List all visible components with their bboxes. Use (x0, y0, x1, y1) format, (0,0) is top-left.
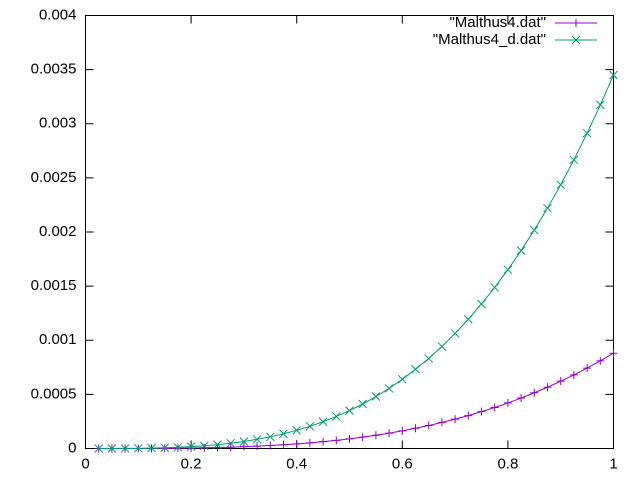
point (160, 443, 170, 453)
y-tick-label: 0.0005 (31, 385, 77, 402)
point (213, 440, 222, 449)
point (477, 407, 486, 416)
point (609, 349, 618, 358)
point (266, 441, 275, 450)
point (543, 203, 552, 213)
point (358, 433, 367, 442)
point (318, 417, 328, 427)
point (226, 443, 235, 452)
point (582, 128, 592, 138)
point (358, 399, 368, 409)
x-tick-label: 1 (609, 455, 617, 472)
point (279, 429, 288, 439)
point (503, 398, 512, 407)
legend-marker (571, 35, 581, 45)
point (529, 225, 539, 235)
point (556, 377, 565, 386)
point (332, 436, 341, 445)
point (331, 412, 341, 421)
point (371, 431, 380, 440)
x-tick-label: 0.2 (181, 455, 202, 472)
point (186, 442, 196, 452)
point (305, 421, 315, 431)
series-line (98, 352, 614, 449)
point (173, 442, 183, 452)
point (477, 299, 486, 309)
point (596, 356, 605, 365)
point (503, 265, 513, 275)
point (319, 437, 328, 446)
x-tick-label: 0.8 (497, 455, 518, 472)
y-tick-label: 0.0025 (31, 169, 77, 186)
point (411, 424, 420, 433)
point (292, 425, 302, 435)
point (147, 443, 156, 453)
point (398, 426, 407, 435)
legend-marker (572, 19, 580, 27)
y-tick-label: 0.004 (39, 6, 77, 23)
legend-label: "Malthus4_d.dat" (433, 31, 546, 48)
point (437, 342, 447, 351)
point (530, 388, 539, 397)
point (569, 155, 579, 165)
point (279, 440, 288, 449)
point (345, 434, 354, 443)
point (239, 442, 248, 451)
point (239, 437, 249, 446)
point (384, 384, 394, 393)
point (464, 411, 473, 420)
point (569, 370, 578, 379)
point (595, 100, 605, 110)
point (437, 418, 446, 427)
point (397, 374, 407, 384)
point (543, 383, 552, 392)
y-tick-label: 0.0015 (31, 277, 77, 294)
legend-label: "Malthus4.dat" (449, 14, 546, 31)
point (265, 432, 275, 442)
point (517, 394, 526, 403)
point (120, 444, 130, 453)
point (424, 354, 434, 363)
point (609, 70, 618, 80)
y-tick-label: 0.0035 (31, 61, 77, 78)
point (490, 403, 499, 412)
point (556, 180, 566, 190)
point (371, 392, 381, 401)
point (385, 429, 394, 438)
point (107, 444, 117, 453)
point (187, 444, 196, 453)
point (292, 439, 301, 448)
point (133, 443, 143, 453)
x-tick-label: 0.4 (286, 455, 307, 472)
y-tick-label: 0 (68, 439, 76, 456)
y-tick-label: 0.003 (39, 115, 77, 132)
point (305, 438, 314, 447)
point (173, 444, 182, 453)
point (424, 421, 433, 430)
point (199, 441, 209, 451)
point (463, 314, 473, 324)
series-line (98, 74, 614, 449)
point (94, 444, 104, 453)
point (252, 434, 262, 444)
point (450, 329, 460, 338)
x-tick-label: 0.6 (392, 455, 413, 472)
point (490, 283, 500, 292)
y-tick-label: 0.001 (39, 331, 77, 348)
point (411, 364, 420, 374)
y-tick-label: 0.002 (39, 223, 77, 240)
point (345, 406, 354, 415)
point (451, 415, 460, 424)
x-tick-label: 0 (81, 455, 89, 472)
point (516, 246, 526, 255)
point (583, 364, 592, 373)
point (253, 442, 262, 451)
point (226, 438, 236, 448)
